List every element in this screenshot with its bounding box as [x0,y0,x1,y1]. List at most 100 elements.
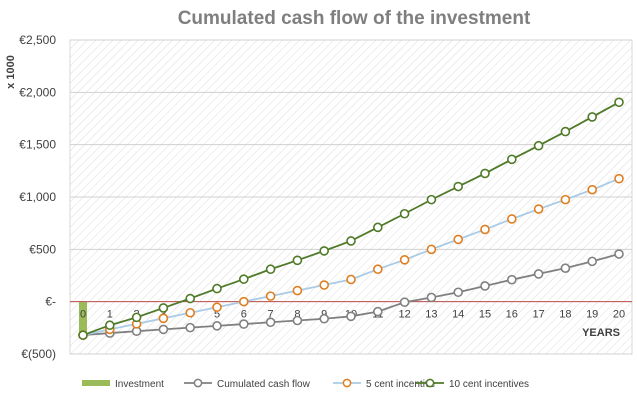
x-tick-label: 12 [398,309,410,321]
data-point [78,330,88,340]
data-point [587,256,598,267]
y-axis-label: x 1000 [5,55,17,89]
legend-item: Cumulated cash flow [184,378,311,390]
data-point [319,280,330,290]
data-point [346,311,356,322]
data-point [506,154,517,165]
x-tick-label: 14 [452,309,464,321]
data-point [533,269,544,279]
data-point [560,194,571,205]
series-lines [78,97,624,340]
data-point [185,322,195,333]
chart-title: Cumulated cash flow of the investment [178,8,531,29]
data-point [614,173,624,184]
data-point [185,293,195,304]
x-tick-label: 1 [107,309,113,321]
x-tick-label: 16 [506,309,518,321]
data-point [158,313,169,324]
legend-label: 5 cent incentive [366,379,436,390]
data-point [506,274,517,285]
y-tick-label: €500 [29,242,56,256]
legend-item: 5 cent incentive [333,378,436,390]
data-point [239,319,249,329]
data-point [319,313,330,324]
y-tick-label: €- [45,295,56,309]
data-point [560,263,571,273]
x-tick-label: 7 [268,309,274,321]
data-point [399,297,410,307]
data-point [399,254,410,265]
x-tick-label: 19 [586,309,598,321]
data-point [480,224,490,235]
data-point [105,320,115,331]
data-point [158,303,169,313]
data-point [614,249,624,259]
investment-bars [79,301,87,336]
data-point [453,181,464,192]
data-point [292,315,303,326]
x-tick-label: 13 [425,309,437,321]
series-10-cent-incentives [78,97,624,340]
data-point [292,255,303,266]
series-5-cent-incentive [78,173,624,340]
data-point [453,287,464,298]
y-axis-ticks: €(500) €- €500 €1,000 €1,500 €2,000 €2,500 [19,33,56,361]
data-point [426,244,437,255]
x-tick-label: 0 [80,309,86,321]
legend-label: Investment [115,379,164,390]
x-tick-label: 5 [214,309,220,321]
legend-item: Investment [82,379,164,390]
data-point [533,204,544,214]
data-point [426,194,437,205]
data-point [426,292,437,303]
data-point [212,302,222,313]
y-tick-label: €1,500 [19,138,56,152]
legend-marker [342,378,352,388]
x-axis-label: YEARS [582,327,620,339]
legend-marker [425,378,435,388]
data-point [319,246,330,256]
data-point [212,321,222,331]
data-point [292,285,303,296]
data-point [480,281,490,291]
y-tick-label: €1,000 [19,190,56,204]
investment-bar [79,301,87,336]
data-point [346,236,356,246]
data-point [131,312,142,323]
legend-marker [193,378,203,388]
y-tick-label: €2,500 [19,33,56,47]
y-tick-label: €(500) [21,347,56,361]
data-point [372,222,383,233]
data-point [265,264,276,275]
data-point [587,112,598,122]
y-tick-label: €2,000 [19,85,56,99]
data-point [239,274,249,284]
x-tick-label: 6 [241,309,247,321]
legend-label: Cumulated cash flow [217,379,311,390]
data-point [533,140,544,151]
data-point [506,214,517,224]
legend-label: 10 cent incentives [449,379,529,390]
data-point [185,307,195,318]
data-point [239,296,249,307]
x-tick-label: 20 [613,309,625,321]
data-point [265,317,276,328]
data-point [453,234,464,245]
data-point [372,306,383,317]
data-point [614,97,624,108]
legend-item: 10 cent incentives [416,378,529,390]
x-tick-label: 15 [479,309,491,321]
data-point [560,126,571,137]
data-point [346,274,356,285]
data-point [372,264,383,275]
x-tick-label: 17 [532,309,544,321]
data-point [480,168,490,179]
x-tick-label: 18 [559,309,571,321]
data-point [212,283,222,294]
data-point [399,208,410,219]
data-point [158,324,169,335]
data-point [265,291,276,301]
x-tick-label: 8 [294,309,300,321]
legend: Investment Cumulated cash flow 5 cent ince… [82,378,529,390]
